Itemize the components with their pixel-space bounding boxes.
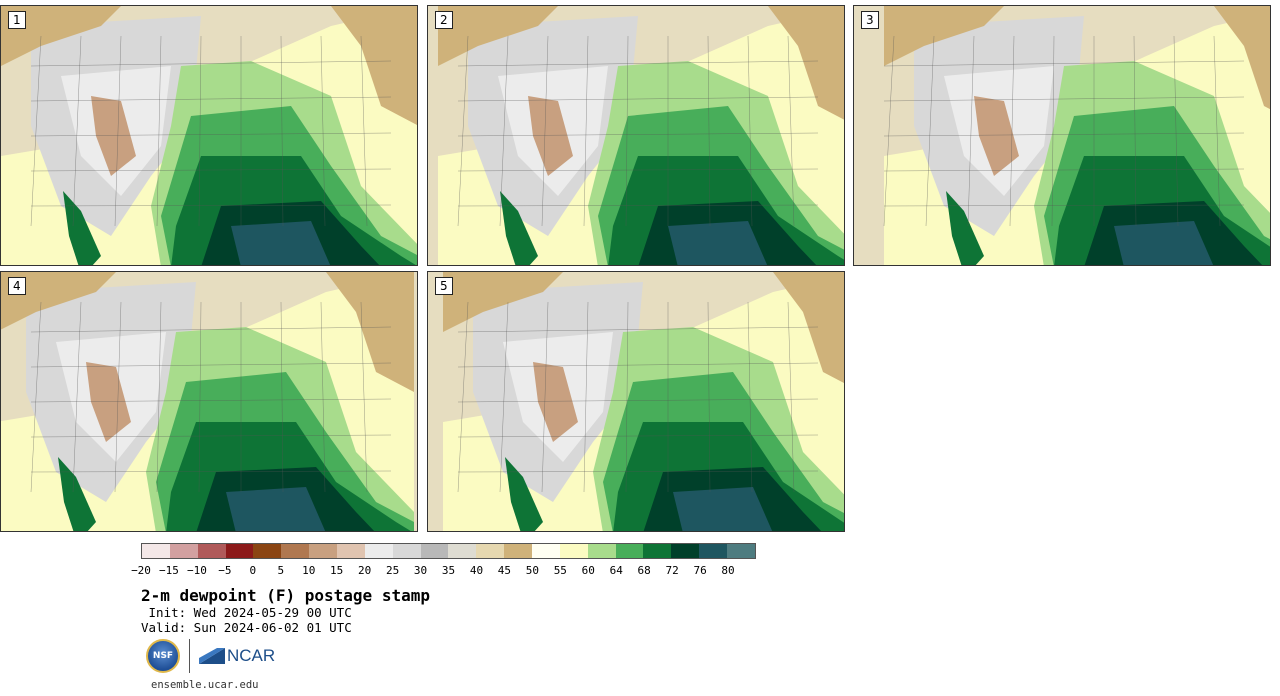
colorbar-tick: −15 (159, 564, 179, 577)
colorbar-swatch (281, 544, 310, 558)
colorbar-swatch (532, 544, 560, 558)
colorbar-tick: 20 (358, 564, 372, 577)
colorbar-swatch (225, 544, 254, 558)
figure-title: 2-m dewpoint (F) postage stamp (141, 586, 430, 605)
ncar-logo-text: NCAR (227, 646, 276, 665)
colorbar-tick: 15 (330, 564, 344, 577)
colorbar-tick: 72 (665, 564, 679, 577)
panel-label-2: 2 (435, 11, 453, 29)
colorbar-tick: 10 (302, 564, 316, 577)
colorbar-swatch (253, 544, 282, 558)
colorbar-swatch (559, 544, 588, 558)
colorbar-tick: 55 (553, 564, 567, 577)
colorbar-tick: −10 (186, 564, 207, 577)
colorbar-swatch (643, 544, 672, 558)
colorbar-tick: 64 (609, 564, 623, 577)
colorbar-swatch (615, 544, 644, 558)
colorbar-tick: 5 (277, 564, 285, 577)
colorbar-swatch (727, 544, 755, 558)
panel-label-5: 5 (435, 277, 453, 295)
panel-label-1: 1 (8, 11, 26, 29)
ncar-logo[interactable]: NCAR (199, 646, 275, 666)
nsf-logo-icon[interactable]: NSF (146, 639, 180, 673)
ncar-mark-icon (199, 648, 225, 664)
panel-label-4: 4 (8, 277, 26, 295)
colorbar-tick: 76 (693, 564, 707, 577)
colorbar-swatch (309, 544, 338, 558)
colorbar-swatch (448, 544, 477, 558)
logos: NSF NCAR (146, 638, 275, 674)
dewpoint-field-5 (443, 272, 844, 531)
init-time: Init: Wed 2024-05-29 00 UTC (141, 605, 352, 620)
colorbar-tick: −5 (218, 564, 232, 577)
colorbar-swatch (197, 544, 226, 558)
dewpoint-field-4 (1, 272, 414, 531)
dewpoint-field-1 (1, 6, 417, 265)
colorbar-tick: 68 (637, 564, 651, 577)
colorbar-tick: 45 (497, 564, 512, 577)
colorbar-swatch (420, 544, 449, 558)
colorbar-swatch (504, 544, 533, 558)
colorbar-swatch (587, 544, 616, 558)
logo-divider (189, 639, 190, 673)
colorbar-swatch (364, 544, 393, 558)
dewpoint-field-2 (438, 6, 844, 265)
colorbar-tick: −20 (131, 564, 151, 577)
colorbar-swatch (337, 544, 365, 558)
member-map-4: 4 (0, 271, 418, 532)
colorbar-swatch (476, 544, 505, 558)
colorbar-tick: 80 (721, 564, 735, 577)
valid-time: Valid: Sun 2024-06-02 01 UTC (141, 620, 352, 635)
member-map-5: 5 (427, 271, 845, 532)
colorbar-tick: 60 (581, 564, 595, 577)
colorbar-tick: 35 (441, 564, 456, 577)
dewpoint-field-3 (883, 6, 1270, 265)
panel-label-3: 3 (861, 11, 879, 29)
site-url[interactable]: ensemble.ucar.edu (151, 679, 259, 691)
colorbar-tick-labels: −20 −15 −10 −5 0 5 10 15 20 25 30 35 40 45 50 55 60 64 68 7… (131, 564, 756, 578)
dewpoint-colorbar (141, 543, 756, 559)
colorbar-swatch (671, 544, 700, 558)
colorbar-swatch (699, 544, 728, 558)
colorbar-tick: 30 (413, 564, 428, 577)
colorbar-tick: 40 (469, 564, 484, 577)
colorbar-tick: 0 (249, 564, 257, 577)
member-map-2: 2 (427, 5, 845, 266)
colorbar-swatch (392, 544, 421, 558)
colorbar-swatch (142, 544, 170, 558)
member-map-1: 1 (0, 5, 418, 266)
colorbar-tick: 25 (385, 564, 400, 577)
colorbar-tick: 50 (525, 564, 539, 577)
colorbar-swatch (169, 544, 198, 558)
member-map-3: 3 (853, 5, 1271, 266)
